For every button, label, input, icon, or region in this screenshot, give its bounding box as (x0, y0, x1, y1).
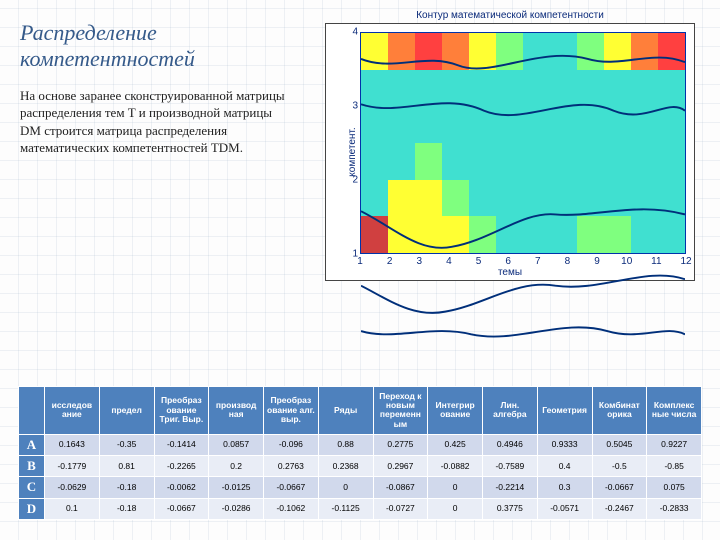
chart-y-tick: 3 (352, 100, 358, 111)
table-column-header: Геометрия (537, 386, 592, 434)
data-table-region: исследов аниепределПреобраз ование Триг.… (18, 386, 702, 520)
table-cell: 0.2368 (318, 456, 373, 477)
table-cell: 0.5045 (592, 434, 647, 455)
table-cell: 0.425 (428, 434, 483, 455)
page-title: Распределение компетентностей (20, 20, 300, 73)
data-table: исследов аниепределПреобраз ование Триг.… (18, 386, 702, 520)
table-cell: 0.9227 (647, 434, 702, 455)
table-row-header: C (19, 477, 45, 498)
table-cell: -0.0867 (373, 477, 428, 498)
table-cell: -0.2265 (154, 456, 209, 477)
table-row-header: D (19, 498, 45, 519)
table-body: A0.1643-0.35-0.14140.0857-0.0960.880.277… (19, 434, 702, 519)
table-row: A0.1643-0.35-0.14140.0857-0.0960.880.277… (19, 434, 702, 455)
table-column-header: Преобраз ование алг. выр. (264, 386, 319, 434)
table-row-header: B (19, 456, 45, 477)
table-cell: -0.0062 (154, 477, 209, 498)
chart-y-tick: 2 (352, 174, 358, 185)
table-column-header: Интегрир ование (428, 386, 483, 434)
table-cell: -0.7589 (483, 456, 538, 477)
table-cell: 0.2775 (373, 434, 428, 455)
table-cell: 0.1643 (45, 434, 100, 455)
table-row-header: A (19, 434, 45, 455)
table-cell: -0.0882 (428, 456, 483, 477)
top-section: Распределение компетентностей На основе … (0, 0, 720, 281)
table-cell: -0.18 (99, 498, 154, 519)
table-cell: -0.1414 (154, 434, 209, 455)
table-column-header: предел (99, 386, 154, 434)
table-cell: 0.075 (647, 477, 702, 498)
table-column-header: исследов ание (45, 386, 100, 434)
table-cell: 0.2763 (264, 456, 319, 477)
table-cell: -0.0727 (373, 498, 428, 519)
table-cell: -0.0629 (45, 477, 100, 498)
body-paragraph: На основе заранее сконструированной матр… (10, 87, 300, 157)
table-cell: -0.0286 (209, 498, 264, 519)
table-cell: -0.18 (99, 477, 154, 498)
table-cell: -0.35 (99, 434, 154, 455)
chart-box: компетент. темы 1234 123456789101112 (325, 23, 695, 281)
table-row: C-0.0629-0.18-0.0062-0.0125-0.06670-0.08… (19, 477, 702, 498)
table-row: D0.1-0.18-0.0667-0.0286-0.1062-0.1125-0.… (19, 498, 702, 519)
table-cell: 0.0857 (209, 434, 264, 455)
table-cell: -0.0667 (592, 477, 647, 498)
chart-y-ticks: 1234 (344, 32, 358, 254)
table-cell: 0.4946 (483, 434, 538, 455)
table-cell: 0.2967 (373, 456, 428, 477)
chart-y-tick: 4 (352, 27, 358, 38)
slide: Распределение компетентностей На основе … (0, 0, 720, 540)
table-column-header: Комбинат орика (592, 386, 647, 434)
table-cell: 0.88 (318, 434, 373, 455)
table-column-header: Лин. алгебра (483, 386, 538, 434)
table-cell: -0.85 (647, 456, 702, 477)
table-cell: -0.0125 (209, 477, 264, 498)
chart-plot-area (360, 32, 686, 254)
table-cell: 0.3775 (483, 498, 538, 519)
table-cell: -0.0667 (264, 477, 319, 498)
chart-title: Контур математической компетентности (416, 10, 604, 21)
table-cell: -0.096 (264, 434, 319, 455)
table-cell: -0.2214 (483, 477, 538, 498)
table-column-header: Ряды (318, 386, 373, 434)
contour-overlay (361, 33, 685, 357)
table-cell: 0.3 (537, 477, 592, 498)
table-cell: 0.4 (537, 456, 592, 477)
table-cell: -0.1125 (318, 498, 373, 519)
table-row: B-0.17790.81-0.22650.20.27630.23680.2967… (19, 456, 702, 477)
text-column: Распределение компетентностей На основе … (10, 10, 310, 281)
table-corner-cell (19, 386, 45, 434)
table-column-header: Преобраз ование Триг. Выр. (154, 386, 209, 434)
table-header: исследов аниепределПреобраз ование Триг.… (19, 386, 702, 434)
table-cell: 0.9333 (537, 434, 592, 455)
chart-region: Контур математической компетентности ком… (310, 10, 710, 281)
table-cell: -0.2833 (647, 498, 702, 519)
table-cell: -0.2467 (592, 498, 647, 519)
table-cell: -0.0571 (537, 498, 592, 519)
table-cell: -0.5 (592, 456, 647, 477)
table-cell: -0.0667 (154, 498, 209, 519)
table-column-header: Комплекс ные числа (647, 386, 702, 434)
table-cell: 0 (428, 498, 483, 519)
table-cell: 0 (318, 477, 373, 498)
table-cell: -0.1779 (45, 456, 100, 477)
table-cell: 0 (428, 477, 483, 498)
table-cell: 0.2 (209, 456, 264, 477)
table-cell: 0.81 (99, 456, 154, 477)
table-cell: -0.1062 (264, 498, 319, 519)
table-column-header: Переход к новым переменн ым (373, 386, 428, 434)
table-column-header: производ ная (209, 386, 264, 434)
table-cell: 0.1 (45, 498, 100, 519)
